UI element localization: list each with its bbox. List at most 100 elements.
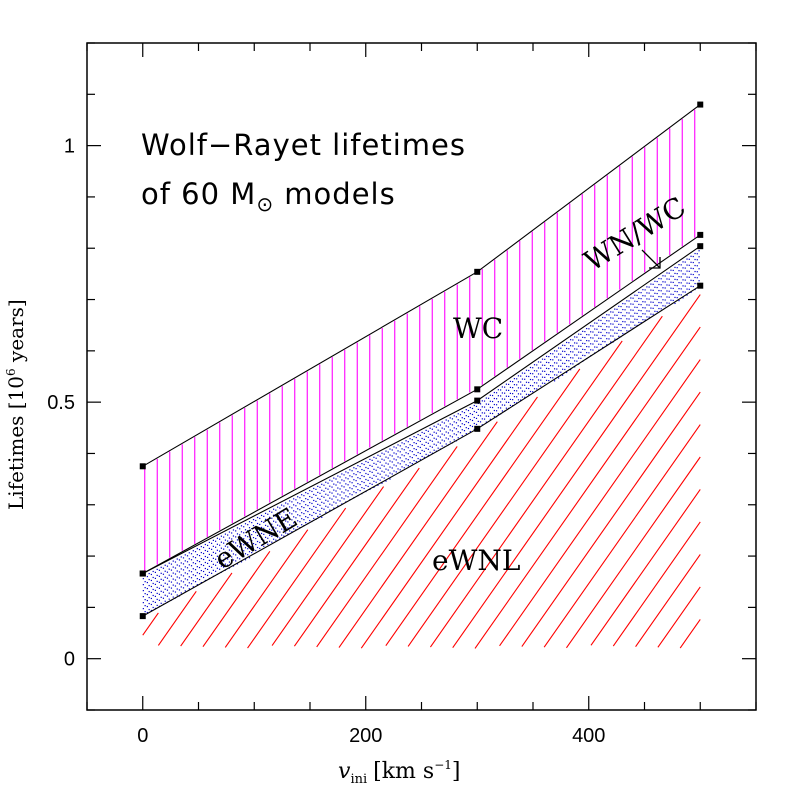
dot	[463, 418, 466, 420]
dot	[150, 591, 152, 594]
dot	[509, 404, 512, 407]
dot	[598, 319, 600, 321]
dot	[648, 316, 650, 318]
dot	[630, 309, 632, 311]
dot	[301, 506, 303, 508]
dot	[373, 468, 375, 470]
dot	[628, 306, 630, 308]
dot	[598, 337, 600, 339]
dot	[206, 562, 209, 565]
dot	[223, 566, 225, 568]
dot	[505, 401, 508, 403]
dot	[381, 476, 383, 478]
dot	[586, 351, 588, 354]
dot	[152, 582, 154, 585]
dot	[545, 361, 548, 363]
dot	[557, 365, 560, 367]
dot	[425, 435, 427, 437]
dot	[684, 261, 686, 263]
dot	[682, 297, 684, 299]
dot	[349, 475, 351, 477]
dot	[457, 425, 459, 427]
dot	[295, 517, 297, 519]
dot	[337, 487, 339, 489]
dot	[493, 403, 495, 406]
dot	[148, 596, 150, 599]
dot	[548, 380, 550, 382]
dot	[556, 356, 558, 358]
dot	[148, 572, 150, 575]
dot	[188, 552, 190, 554]
hatch-line	[247, 507, 347, 649]
dot	[578, 351, 580, 353]
dot	[248, 521, 251, 523]
dot	[487, 397, 490, 399]
dot	[618, 323, 620, 325]
dot	[493, 415, 495, 418]
dot	[192, 556, 194, 558]
dot	[239, 558, 241, 560]
dot	[544, 376, 546, 378]
dot	[182, 587, 185, 589]
dot	[313, 487, 315, 490]
dot	[343, 498, 345, 500]
dot	[646, 310, 648, 312]
dot	[303, 519, 305, 521]
dot	[184, 578, 186, 580]
dot	[549, 371, 552, 373]
dot	[196, 554, 198, 556]
dot	[152, 588, 154, 591]
dot	[465, 433, 467, 435]
dot	[517, 399, 520, 401]
dot	[184, 560, 186, 562]
dot	[556, 368, 558, 370]
dot	[198, 572, 201, 575]
dot	[698, 280, 700, 282]
dot	[614, 338, 616, 340]
dot	[435, 444, 437, 446]
dot	[268, 522, 271, 524]
dot	[698, 256, 700, 258]
dot	[401, 454, 403, 456]
dot	[640, 292, 642, 294]
dot	[656, 280, 658, 283]
dot	[275, 509, 277, 511]
dot	[231, 562, 233, 564]
dot	[393, 464, 395, 466]
dot	[204, 567, 206, 570]
dot	[369, 476, 371, 479]
dot	[148, 590, 150, 593]
dot	[144, 605, 146, 607]
dot	[268, 510, 271, 512]
dot	[405, 440, 407, 442]
dot	[459, 414, 462, 416]
dot	[680, 282, 682, 284]
dot	[570, 357, 572, 359]
dot	[208, 571, 210, 574]
chart-title-line2: of 60 M⊙ models	[141, 177, 396, 216]
dot	[533, 388, 536, 390]
dot	[668, 278, 670, 280]
dot	[200, 563, 202, 566]
dot	[182, 575, 185, 577]
dot	[415, 436, 417, 439]
dot	[690, 267, 692, 269]
dot	[259, 535, 261, 538]
dot	[600, 337, 602, 340]
dot	[291, 507, 293, 509]
dot	[574, 342, 576, 344]
dot	[620, 317, 622, 320]
dot	[188, 570, 190, 572]
dot	[192, 586, 194, 588]
dot	[508, 383, 510, 386]
dot	[682, 267, 684, 269]
dot	[236, 563, 239, 565]
dot	[176, 570, 178, 572]
dot	[168, 592, 170, 594]
dot	[172, 596, 174, 598]
dot	[335, 484, 337, 486]
dot	[449, 441, 451, 443]
dot	[516, 402, 518, 404]
dot	[403, 449, 405, 451]
dot	[329, 503, 331, 505]
